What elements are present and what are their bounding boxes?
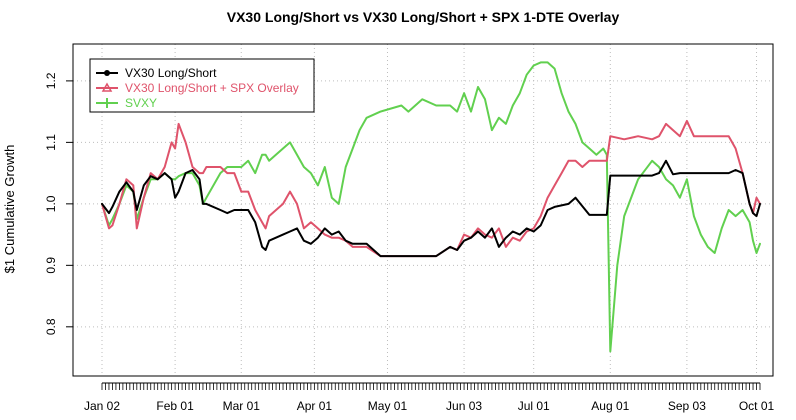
- series-line-vx30-long-short: [101, 159, 761, 258]
- x-tick-label: Sep 03: [668, 399, 706, 413]
- legend-box: [89, 58, 315, 113]
- chart-title: VX30 Long/Short vs VX30 Long/Short + SPX…: [227, 9, 620, 25]
- legend-label: VX30 Long/Short + SPX Overlay: [125, 81, 299, 95]
- x-tick-label: Jun 03: [446, 399, 482, 413]
- y-tick-label: 0.8: [44, 318, 58, 335]
- y-tick-label: 0.9: [44, 257, 58, 274]
- x-tick-label: Mar 01: [223, 399, 261, 413]
- y-tick-label: 1.0: [44, 195, 58, 212]
- legend-marker-dot: [104, 70, 110, 76]
- x-tick-label: May 01: [368, 399, 408, 413]
- series-line-svxy: [101, 61, 761, 353]
- x-tick-label: Feb 01: [156, 399, 194, 413]
- legend-label: VX30 Long/Short: [125, 66, 217, 80]
- x-tick-label: Jul 01: [518, 399, 550, 413]
- x-tick-label: Aug 01: [591, 399, 629, 413]
- y-tick-label: 1.1: [44, 134, 58, 151]
- legend-marker-triangle: [101, 82, 113, 92]
- y-tick-label: 1.2: [44, 72, 58, 89]
- x-tick-label: Oct 01: [739, 399, 775, 413]
- x-axis: Jan 02 Feb 01 Mar 01 Apr 01 May 01 Jun 03 Jul …: [84, 382, 775, 413]
- y-axis: 0.8 0.9 1.0 1.1 1.2: [44, 72, 74, 335]
- series-layer: [101, 61, 761, 353]
- legend-label: SVXY: [125, 96, 157, 110]
- y-axis-label: $1 Cumulative Growth: [2, 145, 17, 274]
- x-tick-label: Jan 02: [84, 399, 120, 413]
- x-tick-label: Apr 01: [297, 399, 333, 413]
